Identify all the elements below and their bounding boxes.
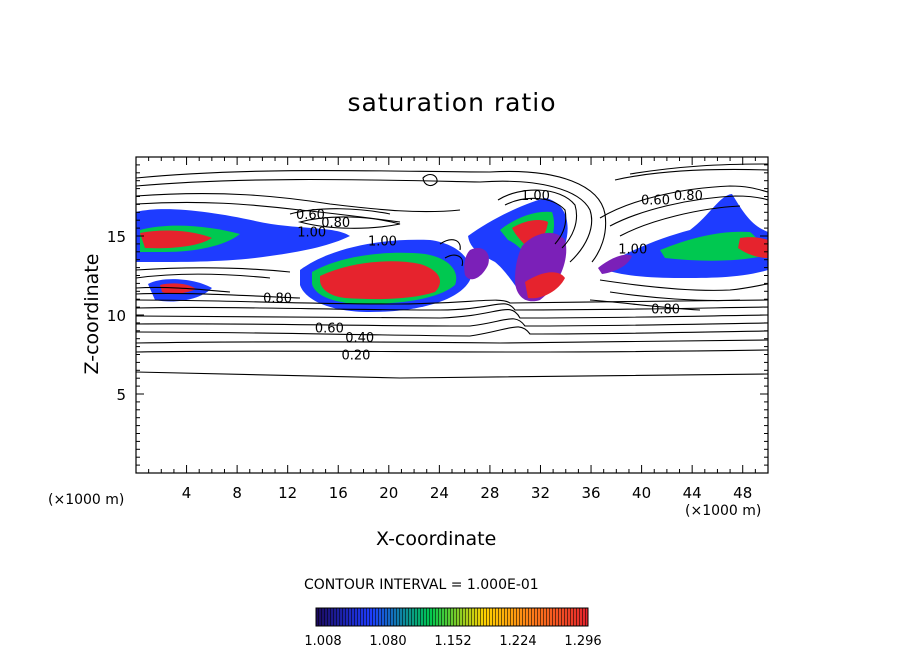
- contour-value-label: 1.00: [297, 225, 326, 240]
- plot-area: 0.200.400.600.800.600.801.001.001.00 0.60…: [136, 163, 768, 379]
- x-tick-label: 44: [683, 484, 702, 502]
- contour-line: [136, 339, 768, 344]
- contour-line: [136, 267, 291, 273]
- contour-value-label: 0.60: [296, 208, 325, 223]
- x-tick-label: 4: [182, 484, 192, 502]
- colorbar-tick-label: 1.224: [499, 634, 536, 649]
- contour-value-label: 0.80: [263, 292, 292, 307]
- contour-line: [422, 173, 438, 187]
- contour-lines: [136, 163, 768, 379]
- contour-line: [504, 197, 567, 245]
- contour-line: [439, 239, 461, 251]
- contour-value-label: 0.60: [315, 322, 344, 337]
- contour-line: [609, 291, 741, 302]
- contour-line: [136, 349, 768, 353]
- contour-label-layer: 0.200.400.600.800.600.801.001.001.00 0.60…: [263, 189, 703, 364]
- y-tick-label: 15: [107, 228, 126, 246]
- contour-line: [589, 299, 701, 311]
- contour-line: [136, 286, 231, 293]
- colorbar-hatch: [316, 608, 588, 626]
- contour-line: [297, 216, 401, 229]
- contour-value-label: 0.60: [641, 194, 670, 209]
- x-tick-label: 12: [278, 484, 297, 502]
- x-tick-label: 8: [232, 484, 242, 502]
- cloud-fill-regions: [136, 194, 768, 312]
- colorbar-tick-label: 1.296: [564, 634, 601, 649]
- contour-line: [599, 185, 768, 219]
- contour-line: [136, 318, 768, 327]
- contour-line: [136, 169, 607, 263]
- x-unit-label-left: (×1000 m): [48, 492, 125, 508]
- x-tick-label: 16: [329, 484, 348, 502]
- contour-line: [136, 193, 461, 213]
- x-tick-label: 32: [531, 484, 550, 502]
- axis-ticks: [136, 157, 768, 473]
- fill-region-center-red: [320, 261, 440, 300]
- x-tick-label: 40: [632, 484, 651, 502]
- contour-value-label: 1.00: [521, 189, 550, 204]
- contour-line: [444, 254, 464, 267]
- contour-line: [289, 208, 391, 215]
- colorbar-tick-label: 1.080: [369, 634, 406, 649]
- chart-title: saturation ratio: [347, 88, 557, 117]
- contour-line: [614, 168, 768, 181]
- contour-value-label: 1.00: [368, 235, 397, 250]
- contour-line: [136, 178, 593, 263]
- colorbar-tick-labels: 1.008 1.080 1.152 1.224 1.296: [304, 634, 601, 649]
- x-tick-label: 24: [430, 484, 449, 502]
- contour-line: [497, 189, 578, 249]
- contour-value-label: 1.00: [618, 243, 647, 258]
- x-axis-label: X-coordinate: [376, 528, 497, 550]
- contour-interval-label: CONTOUR INTERVAL = 1.000E-01: [304, 577, 539, 593]
- fill-region-east-purple: [598, 254, 632, 274]
- colorbar-tick-label: 1.008: [304, 634, 341, 649]
- x-unit-label-right: (×1000 m): [685, 503, 762, 519]
- fill-region-west-red: [140, 230, 212, 249]
- colorbar-frame: [315, 607, 589, 627]
- contour-line: [136, 292, 301, 299]
- contour-line: [136, 303, 768, 311]
- contour-value-label: 0.80: [321, 216, 350, 231]
- contour-line: [599, 279, 768, 291]
- fill-region-east-red: [738, 237, 768, 258]
- colorbar-tick-label: 1.152: [434, 634, 471, 649]
- contour-value-label: 0.40: [345, 331, 374, 346]
- contour-value-label: 0.20: [341, 349, 370, 364]
- contour-value-label: 0.80: [674, 189, 703, 204]
- contour-line: [609, 195, 768, 227]
- contour-line: [136, 371, 768, 379]
- x-tick-label: 20: [379, 484, 398, 502]
- contour-value-label: 0.80: [651, 303, 680, 318]
- contour-line: [619, 205, 741, 237]
- contour-line: [136, 273, 271, 279]
- contour-line: [136, 326, 768, 337]
- colorbar: 1.008 1.080 1.152 1.224 1.296: [304, 607, 602, 649]
- y-tick-label: 5: [116, 386, 126, 404]
- fill-region-purple-left: [464, 247, 489, 280]
- x-tick-label: 48: [733, 484, 752, 502]
- y-tick-label: 10: [107, 307, 126, 325]
- x-tick-label: 36: [581, 484, 600, 502]
- contour-line: [629, 163, 768, 175]
- contour-line: [136, 309, 768, 319]
- x-tick-label: 28: [480, 484, 499, 502]
- contour-line: [136, 299, 768, 305]
- fill-region-purple-red: [525, 272, 565, 299]
